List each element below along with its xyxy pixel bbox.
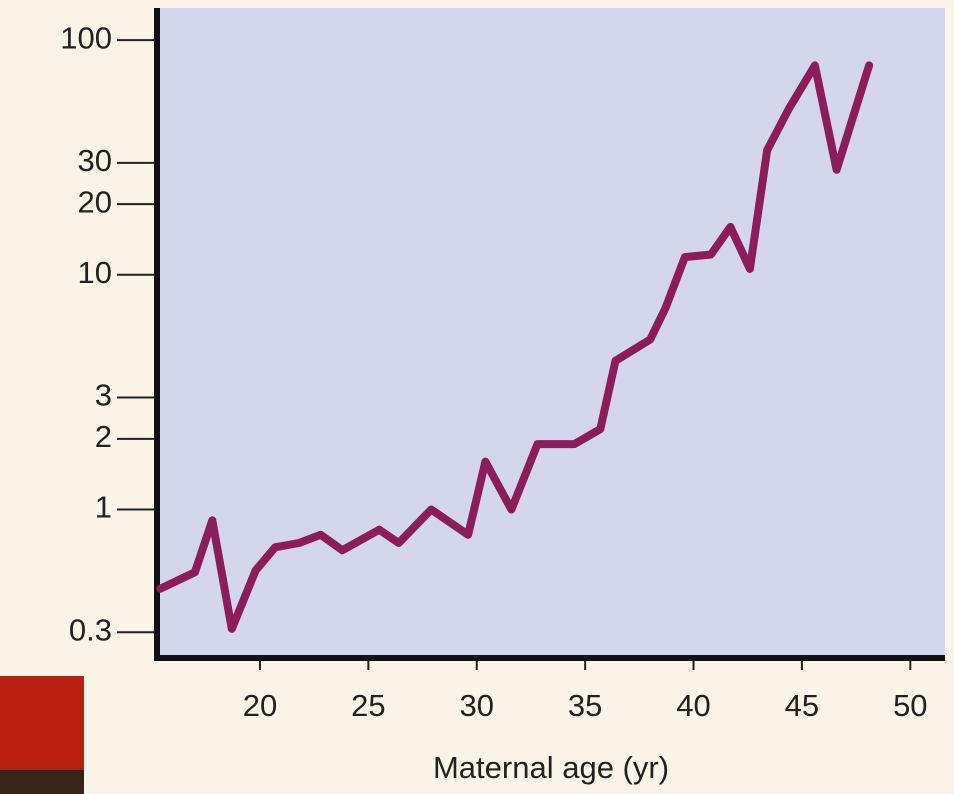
x-tick-label: 50 bbox=[893, 688, 927, 723]
y-tick-label: 3 bbox=[95, 378, 112, 413]
y-tick-label: 1 bbox=[95, 490, 112, 525]
y-tick-label: 20 bbox=[78, 184, 112, 219]
y-tick-label: 10 bbox=[78, 255, 112, 290]
x-axis-label: Maternal age (yr) bbox=[433, 750, 669, 785]
x-tick-label: 45 bbox=[785, 688, 819, 723]
x-tick-label: 35 bbox=[568, 688, 602, 723]
y-tick-label: 100 bbox=[60, 20, 112, 55]
x-tick-label: 20 bbox=[243, 688, 277, 723]
photo-fragment-dark bbox=[0, 770, 84, 794]
y-tick-label: 2 bbox=[95, 419, 112, 454]
x-tick-label: 25 bbox=[351, 688, 385, 723]
y-tick-label: 30 bbox=[78, 143, 112, 178]
y-tick-label: 0.3 bbox=[69, 612, 112, 647]
x-tick-label: 30 bbox=[460, 688, 494, 723]
chart: Maternal age (yr) 0.3 1 2 3 10 20 30 100 20 25 30 3… bbox=[0, 0, 954, 794]
x-tick-label: 40 bbox=[676, 688, 710, 723]
